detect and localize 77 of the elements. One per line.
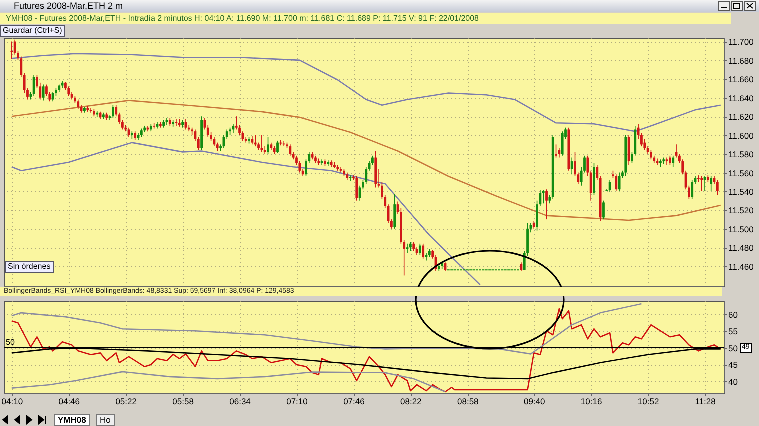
x-tick-label: 07:10 xyxy=(286,396,308,406)
line-series xyxy=(11,371,446,393)
candlestick xyxy=(412,242,416,252)
text: Futures 2008-Mar,ETH 2 m xyxy=(0,0,759,12)
x-tick-label: 04:10 xyxy=(2,396,24,406)
y-tick-label: 11.520 xyxy=(728,206,754,216)
candlestick xyxy=(602,200,605,220)
x-tick-label: 11:28 xyxy=(695,396,716,406)
y-tick-label: 11.700 xyxy=(728,37,754,48)
candlestick xyxy=(289,144,292,156)
x-tick-label: 05:22 xyxy=(116,396,138,406)
y-tick-label: 11.480 xyxy=(728,243,754,254)
candlestick xyxy=(318,158,320,166)
candlestick xyxy=(394,194,396,230)
candlestick xyxy=(542,190,545,204)
candlestick xyxy=(570,157,574,176)
candlestick xyxy=(276,140,279,154)
x-tick-label: 09:40 xyxy=(524,396,546,406)
y-tick-label: 11.640 xyxy=(728,93,754,104)
y-tick-label: 45 xyxy=(728,360,738,370)
candlestick xyxy=(418,243,422,256)
x-tick-label: 06:34 xyxy=(230,396,252,406)
x-tick-label: 08:58 xyxy=(458,396,480,406)
y-tick-label: 11.660 xyxy=(728,74,754,85)
y-tick-label: 11.580 xyxy=(728,150,754,160)
candlestick xyxy=(555,144,558,158)
candlestick xyxy=(716,180,719,196)
candlestick xyxy=(260,134,264,153)
candlestick xyxy=(672,156,675,168)
text: YMH08 xyxy=(54,414,90,426)
candlestick xyxy=(77,99,80,110)
y-tick-label: 60 xyxy=(728,310,738,320)
candlestick xyxy=(68,86,70,96)
candlestick xyxy=(608,180,612,193)
candlestick xyxy=(280,140,282,146)
candlestick xyxy=(710,176,713,192)
candlestick xyxy=(356,176,358,202)
line-series xyxy=(11,100,722,222)
chart-title: YMH08 - Futures 2008-Mar,ETH - Intradía 2 minutos H: 04:10 A: 11.690 M: 11.700 m: 11.681 C: 11.689 P: 11.715 V: 91 F: 22/01/2008 xyxy=(0,13,731,24)
y-tick-label: 40 xyxy=(728,376,738,387)
y-tick-label: 11.620 xyxy=(728,112,754,122)
y-tick-label: 11.540 xyxy=(728,186,754,197)
candlestick xyxy=(618,172,621,192)
text: Ho xyxy=(96,414,115,426)
candlestick xyxy=(267,136,270,154)
x-tick-label: 08:22 xyxy=(400,396,422,406)
candlestick xyxy=(409,242,412,252)
y-tick-label: 50 xyxy=(728,343,738,354)
y-tick-label: 11.680 xyxy=(728,56,754,66)
candlestick xyxy=(178,119,181,128)
candlestick xyxy=(112,104,114,119)
y-tick-label: 11.600 xyxy=(728,130,754,141)
ref-line-label: 50 xyxy=(6,338,16,347)
candlestick xyxy=(561,131,564,156)
candlestick xyxy=(42,84,45,102)
x-tick-label: 10:16 xyxy=(580,396,602,406)
x-tick-label: 10:52 xyxy=(638,396,660,406)
candlestick xyxy=(32,75,36,96)
annotation: Sin órdenes xyxy=(5,261,54,273)
y-tick-label: 11.560 xyxy=(728,168,754,178)
y-tick-label: 11.460 xyxy=(728,262,754,272)
candlestick xyxy=(52,92,54,102)
y-tick-label: 11.500 xyxy=(728,224,754,234)
candlestick xyxy=(10,41,14,60)
x-tick-label: 04:46 xyxy=(58,396,80,406)
candlestick xyxy=(615,174,618,192)
candlestick xyxy=(422,243,425,260)
line-series xyxy=(11,53,722,132)
x-tick-label: 05:58 xyxy=(172,396,194,406)
text: Guardar (Ctrl+S) xyxy=(0,25,66,37)
candlestick xyxy=(691,180,694,200)
candlestick xyxy=(546,189,548,220)
candlestick xyxy=(558,148,561,158)
y-tick-label: 55 xyxy=(728,326,738,337)
candlestick xyxy=(650,150,652,160)
candlestick xyxy=(669,156,672,166)
x-tick-label: 07:46 xyxy=(344,396,366,406)
